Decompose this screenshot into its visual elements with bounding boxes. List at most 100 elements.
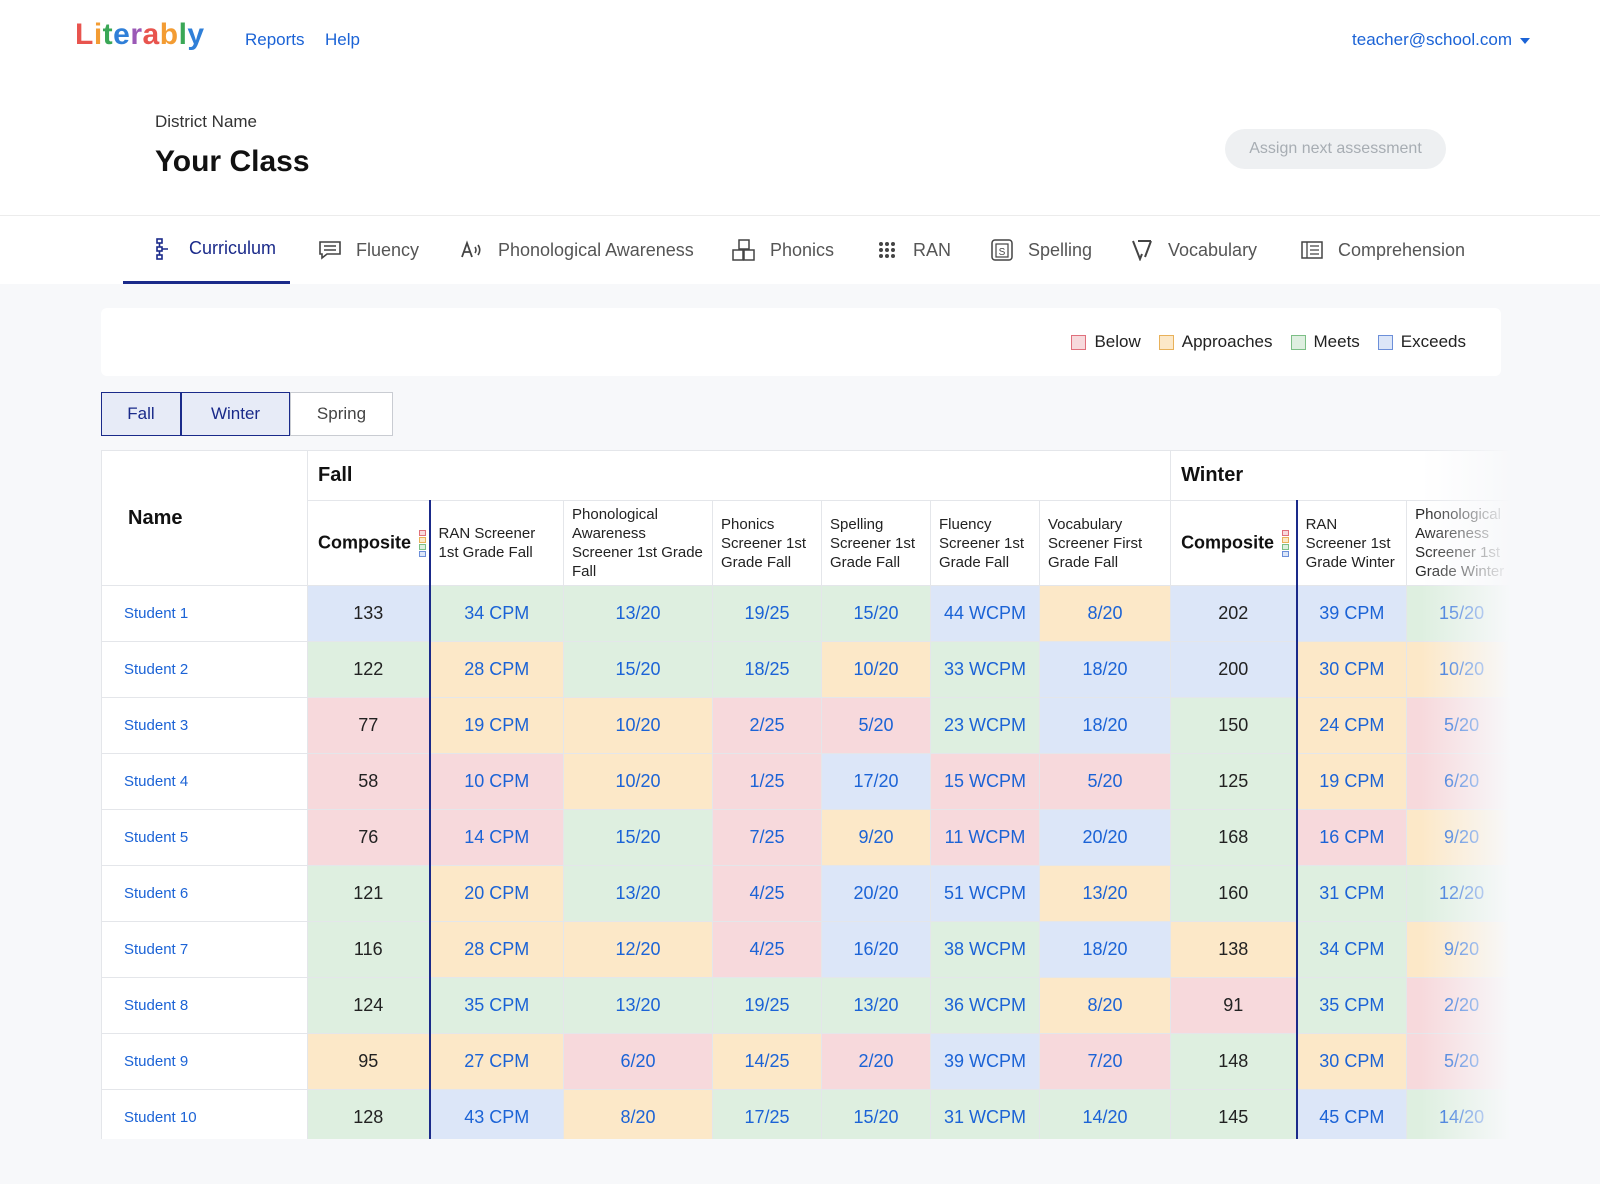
score-cell[interactable]: 10/20 [821, 641, 931, 698]
score-cell[interactable]: 10/20 [1406, 641, 1511, 698]
score-cell[interactable]: 15/20 [821, 585, 931, 642]
score-cell[interactable]: 39 CPM [1295, 585, 1408, 642]
score-cell[interactable]: 12/20 [1406, 865, 1511, 922]
score-cell[interactable]: 24 CPM [1295, 697, 1408, 754]
nav-reports-link[interactable]: Reports [245, 30, 305, 49]
score-cell[interactable]: 14 CPM [428, 809, 564, 866]
score-cell[interactable]: 7/25 [712, 809, 822, 866]
score-cell[interactable]: 4/25 [712, 921, 822, 978]
student-name-link[interactable]: Student 6 [101, 865, 308, 922]
tab-phonics[interactable]: Phonics [732, 216, 834, 284]
score-cell[interactable]: 18/20 [1038, 641, 1172, 698]
tab-phonological-awareness[interactable]: Phonological Awareness [460, 216, 694, 284]
tab-comprehension[interactable]: Comprehension [1300, 216, 1465, 284]
score-cell[interactable]: 33 WCPM [930, 641, 1040, 698]
score-cell[interactable]: 45 CPM [1295, 1089, 1408, 1139]
tab-ran[interactable]: RAN [875, 216, 951, 284]
tab-spelling[interactable]: S Spelling [990, 216, 1092, 284]
score-cell[interactable]: 51 WCPM [930, 865, 1040, 922]
score-cell[interactable]: 7/20 [1038, 1033, 1172, 1090]
score-cell[interactable]: 44 WCPM [930, 585, 1040, 642]
results-table-container[interactable]: Name Fall Winter Composite RAN Screener 1st … [101, 450, 1511, 1139]
assessment-column-header[interactable]: Phonics Screener 1st Grade Fall [712, 500, 822, 586]
score-cell[interactable]: 31 WCPM [930, 1089, 1040, 1139]
score-cell[interactable]: 28 CPM [428, 921, 564, 978]
score-cell[interactable]: 19 CPM [1295, 753, 1408, 810]
score-cell[interactable]: 15/20 [563, 809, 713, 866]
score-cell[interactable]: 15/20 [821, 1089, 931, 1139]
score-cell[interactable]: 18/20 [1038, 697, 1172, 754]
score-cell[interactable]: 9/20 [1406, 809, 1511, 866]
score-cell[interactable]: 5/20 [821, 697, 931, 754]
score-cell[interactable]: 4/25 [712, 865, 822, 922]
score-cell[interactable]: 15/20 [563, 641, 713, 698]
student-name-link[interactable]: Student 10 [101, 1089, 308, 1139]
score-cell[interactable]: 39 WCPM [930, 1033, 1040, 1090]
assessment-column-header[interactable]: RAN Screener 1st Grade Fall [428, 500, 564, 586]
score-cell[interactable]: 30 CPM [1295, 641, 1408, 698]
score-cell[interactable]: 13/20 [1038, 865, 1172, 922]
score-cell[interactable]: 13/20 [563, 865, 713, 922]
score-cell[interactable]: 19/25 [712, 585, 822, 642]
score-cell[interactable]: 5/20 [1406, 1033, 1511, 1090]
score-cell[interactable]: 1/25 [712, 753, 822, 810]
score-cell[interactable]: 19 CPM [428, 697, 564, 754]
score-cell[interactable]: 14/25 [712, 1033, 822, 1090]
score-cell[interactable]: 23 WCPM [930, 697, 1040, 754]
score-cell[interactable]: 34 CPM [1295, 921, 1408, 978]
literably-logo[interactable]: Literably [75, 18, 205, 52]
student-name-link[interactable]: Student 8 [101, 977, 308, 1034]
score-cell[interactable]: 17/25 [712, 1089, 822, 1139]
name-column-header[interactable]: Name [101, 450, 308, 586]
student-name-link[interactable]: Student 1 [101, 585, 308, 642]
score-cell[interactable]: 2/25 [712, 697, 822, 754]
student-name-link[interactable]: Student 4 [101, 753, 308, 810]
tab-vocabulary[interactable]: Vocabulary [1130, 216, 1257, 284]
assessment-column-header[interactable]: Spelling Screener 1st Grade Fall [821, 500, 931, 586]
tab-fluency[interactable]: Fluency [318, 216, 419, 284]
score-cell[interactable]: 10/20 [563, 753, 713, 810]
score-cell[interactable]: 5/20 [1038, 753, 1172, 810]
score-cell[interactable]: 38 WCPM [930, 921, 1040, 978]
score-cell[interactable]: 18/20 [1038, 921, 1172, 978]
score-cell[interactable]: 15/20 [1406, 585, 1511, 642]
score-cell[interactable]: 6/20 [563, 1033, 713, 1090]
score-cell[interactable]: 8/20 [1038, 977, 1172, 1034]
assessment-column-header[interactable]: Vocabulary Screener First Grade Fall [1038, 500, 1172, 586]
student-name-link[interactable]: Student 2 [101, 641, 308, 698]
score-cell[interactable]: 8/20 [1038, 585, 1172, 642]
score-cell[interactable]: 12/20 [563, 921, 713, 978]
score-cell[interactable]: 9/20 [821, 809, 931, 866]
assessment-column-header[interactable]: Phonological Awareness Screener 1st Grad… [1406, 500, 1511, 586]
score-cell[interactable]: 43 CPM [428, 1089, 564, 1139]
score-cell[interactable]: 20/20 [1038, 809, 1172, 866]
score-cell[interactable]: 13/20 [563, 585, 713, 642]
score-cell[interactable]: 31 CPM [1295, 865, 1408, 922]
score-cell[interactable]: 18/25 [712, 641, 822, 698]
assessment-column-header[interactable]: RAN Screener 1st Grade Winter [1295, 500, 1408, 586]
season-winter-button[interactable]: Winter [181, 392, 290, 436]
user-menu[interactable]: teacher@school.com [1352, 30, 1530, 50]
score-cell[interactable]: 28 CPM [428, 641, 564, 698]
student-name-link[interactable]: Student 3 [101, 697, 308, 754]
score-cell[interactable]: 15 WCPM [930, 753, 1040, 810]
score-cell[interactable]: 17/20 [821, 753, 931, 810]
season-spring-button[interactable]: Spring [290, 392, 393, 436]
score-cell[interactable]: 35 CPM [428, 977, 564, 1034]
score-cell[interactable]: 10 CPM [428, 753, 564, 810]
score-cell[interactable]: 19/25 [712, 977, 822, 1034]
score-cell[interactable]: 35 CPM [1295, 977, 1408, 1034]
score-cell[interactable]: 9/20 [1406, 921, 1511, 978]
student-name-link[interactable]: Student 9 [101, 1033, 308, 1090]
score-cell[interactable]: 2/20 [1406, 977, 1511, 1034]
assessment-column-header[interactable]: Phonological Awareness Screener 1st Grad… [563, 500, 713, 586]
season-fall-button[interactable]: Fall [101, 392, 181, 436]
assessment-column-header[interactable]: Fluency Screener 1st Grade Fall [930, 500, 1040, 586]
score-cell[interactable]: 13/20 [821, 977, 931, 1034]
score-cell[interactable]: 16/20 [821, 921, 931, 978]
score-cell[interactable]: 8/20 [563, 1089, 713, 1139]
score-cell[interactable]: 6/20 [1406, 753, 1511, 810]
score-cell[interactable]: 16 CPM [1295, 809, 1408, 866]
score-cell[interactable]: 14/20 [1038, 1089, 1172, 1139]
assign-next-assessment-button[interactable]: Assign next assessment [1225, 129, 1446, 169]
